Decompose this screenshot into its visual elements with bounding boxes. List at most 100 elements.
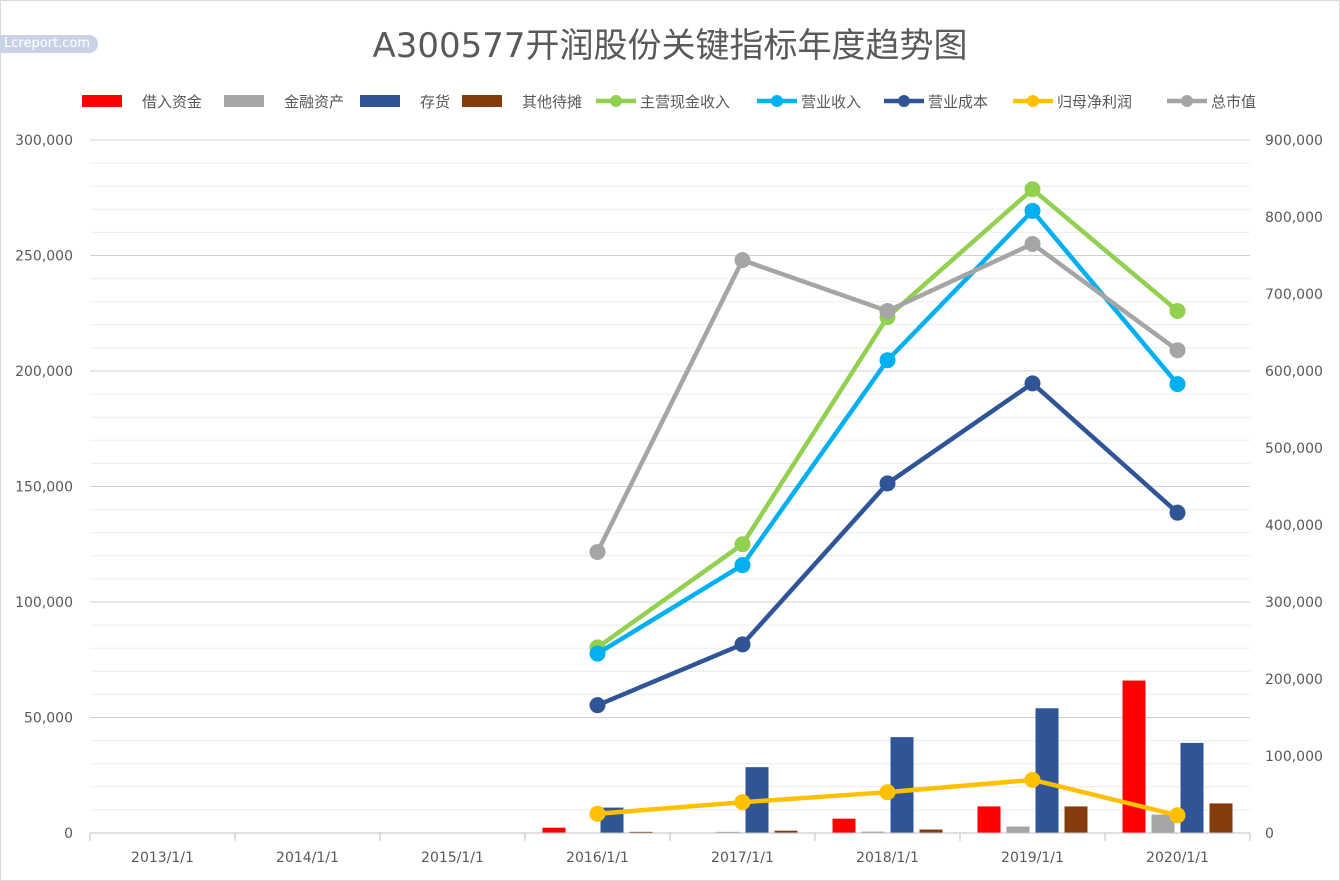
y-left-tick-label: 100,000 xyxy=(15,595,73,611)
x-tick-label: 2018/1/1 xyxy=(856,850,919,866)
legend-swatch-marker xyxy=(1181,95,1193,107)
bar-金融资产 xyxy=(1006,826,1030,833)
y-right-tick-label: 400,000 xyxy=(1265,518,1323,534)
legend-swatch xyxy=(360,95,400,107)
point-归母净利润 xyxy=(1024,771,1041,788)
legend-swatch xyxy=(224,95,264,107)
bar-其他待摊 xyxy=(1064,806,1088,833)
y-left-tick-label: 0 xyxy=(64,826,73,842)
point-营业收入 xyxy=(734,557,751,574)
point-营业成本 xyxy=(1169,504,1186,521)
point-营业收入 xyxy=(1169,376,1186,393)
bar-存货 xyxy=(890,737,914,833)
y-right-tick-label: 900,000 xyxy=(1265,133,1323,149)
legend-label: 主营现金收入 xyxy=(640,93,730,111)
legend-label: 存货 xyxy=(420,93,450,111)
legend-swatch xyxy=(462,95,502,107)
y-right-tick-label: 800,000 xyxy=(1265,210,1323,226)
legend-item: 归母净利润 xyxy=(1013,93,1132,111)
legend-label: 营业成本 xyxy=(928,93,988,111)
point-总市值 xyxy=(1024,235,1041,252)
chart-title: A300577开润股份关键指标年度趋势图 xyxy=(372,26,968,66)
legend-swatch xyxy=(82,95,122,107)
y-right-tick-label: 200,000 xyxy=(1265,672,1323,688)
y-left-tick-label: 50,000 xyxy=(24,711,73,727)
point-主营现金收入 xyxy=(1169,302,1186,319)
legend-swatch-marker xyxy=(898,95,910,107)
bar-借入资金 xyxy=(977,806,1001,833)
bar-其他待摊 xyxy=(629,831,653,833)
line-营业成本 xyxy=(595,381,1180,708)
legend-item: 借入资金 xyxy=(82,93,202,111)
point-营业成本 xyxy=(589,697,606,714)
point-总市值 xyxy=(879,302,896,319)
legend-label: 归母净利润 xyxy=(1057,93,1132,111)
legend-label: 营业收入 xyxy=(801,93,861,111)
bar-其他待摊 xyxy=(1209,803,1233,833)
gridlines xyxy=(90,139,1250,811)
legend-swatch-marker xyxy=(771,95,783,107)
y-right-tick-label: 500,000 xyxy=(1265,441,1323,457)
x-tick-label: 2015/1/1 xyxy=(421,850,484,866)
point-总市值 xyxy=(589,543,606,560)
point-归母净利润 xyxy=(1169,807,1186,824)
legend: 借入资金 金融资产 存货 其他待摊 主营现金收入 营业收入 营业成本 归母净利润 总市值 xyxy=(82,93,1256,111)
point-营业收入 xyxy=(589,645,606,662)
line-总市值 xyxy=(595,241,1180,555)
axes-group: 2013/1/1 2014/1/1 2015/1/1 2016/1/1 2017/1/1… xyxy=(15,133,1323,866)
point-总市值 xyxy=(734,252,751,269)
bar-存货 xyxy=(1180,742,1204,833)
legend-item: 其他待摊 xyxy=(462,93,582,111)
bar-借入资金 xyxy=(1122,680,1146,833)
x-tick-label: 2013/1/1 xyxy=(131,850,194,866)
point-主营现金收入 xyxy=(734,536,751,553)
line-series-group xyxy=(589,181,1186,824)
y-left-tick-label: 150,000 xyxy=(15,480,73,496)
bar-金融资产 xyxy=(861,831,885,833)
legend-item: 存货 xyxy=(360,93,450,111)
legend-item: 主营现金收入 xyxy=(596,93,730,111)
x-tick-label: 2014/1/1 xyxy=(276,850,339,866)
point-营业成本 xyxy=(1024,375,1041,392)
point-总市值 xyxy=(1169,342,1186,359)
y-left-tick-label: 300,000 xyxy=(15,133,73,149)
legend-swatch-marker xyxy=(610,95,622,107)
y-right-tick-label: 300,000 xyxy=(1265,595,1323,611)
legend-item: 营业成本 xyxy=(884,93,988,111)
legend-item: 营业收入 xyxy=(757,93,861,111)
point-归母净利润 xyxy=(879,784,896,801)
legend-label: 金融资产 xyxy=(284,93,344,111)
bar-其他待摊 xyxy=(774,830,798,833)
y-right-tick-label: 600,000 xyxy=(1265,364,1323,380)
bar-金融资产 xyxy=(1151,814,1175,833)
x-tick-label: 2020/1/1 xyxy=(1146,850,1209,866)
point-营业收入 xyxy=(1024,202,1041,219)
bar-存货 xyxy=(1035,708,1059,833)
legend-item: 金融资产 xyxy=(224,93,344,111)
bar-借入资金 xyxy=(832,818,856,833)
y-left-tick-label: 200,000 xyxy=(15,364,73,380)
legend-label: 借入资金 xyxy=(142,93,202,111)
y-right-tick-label: 100,000 xyxy=(1265,749,1323,765)
legend-swatch-marker xyxy=(1027,95,1039,107)
point-归母净利润 xyxy=(734,794,751,811)
x-tick-label: 2016/1/1 xyxy=(566,850,629,866)
legend-item: 总市值 xyxy=(1167,93,1256,111)
y-left-tick-label: 250,000 xyxy=(15,249,73,265)
point-营业成本 xyxy=(734,636,751,653)
legend-label: 其他待摊 xyxy=(522,93,582,111)
x-tick-label: 2017/1/1 xyxy=(711,850,774,866)
bar-金融资产 xyxy=(716,831,740,833)
legend-label: 总市值 xyxy=(1211,93,1256,111)
x-tick-label: 2019/1/1 xyxy=(1001,850,1064,866)
y-right-tick-label: 0 xyxy=(1265,826,1274,842)
bar-借入资金 xyxy=(542,827,566,833)
point-主营现金收入 xyxy=(1024,181,1041,198)
y-right-tick-label: 700,000 xyxy=(1265,287,1323,303)
point-营业收入 xyxy=(879,352,896,369)
point-归母净利润 xyxy=(589,805,606,822)
point-营业成本 xyxy=(879,475,896,492)
watermark-badge: Lcreport.com xyxy=(0,35,98,53)
bar-其他待摊 xyxy=(919,829,943,833)
